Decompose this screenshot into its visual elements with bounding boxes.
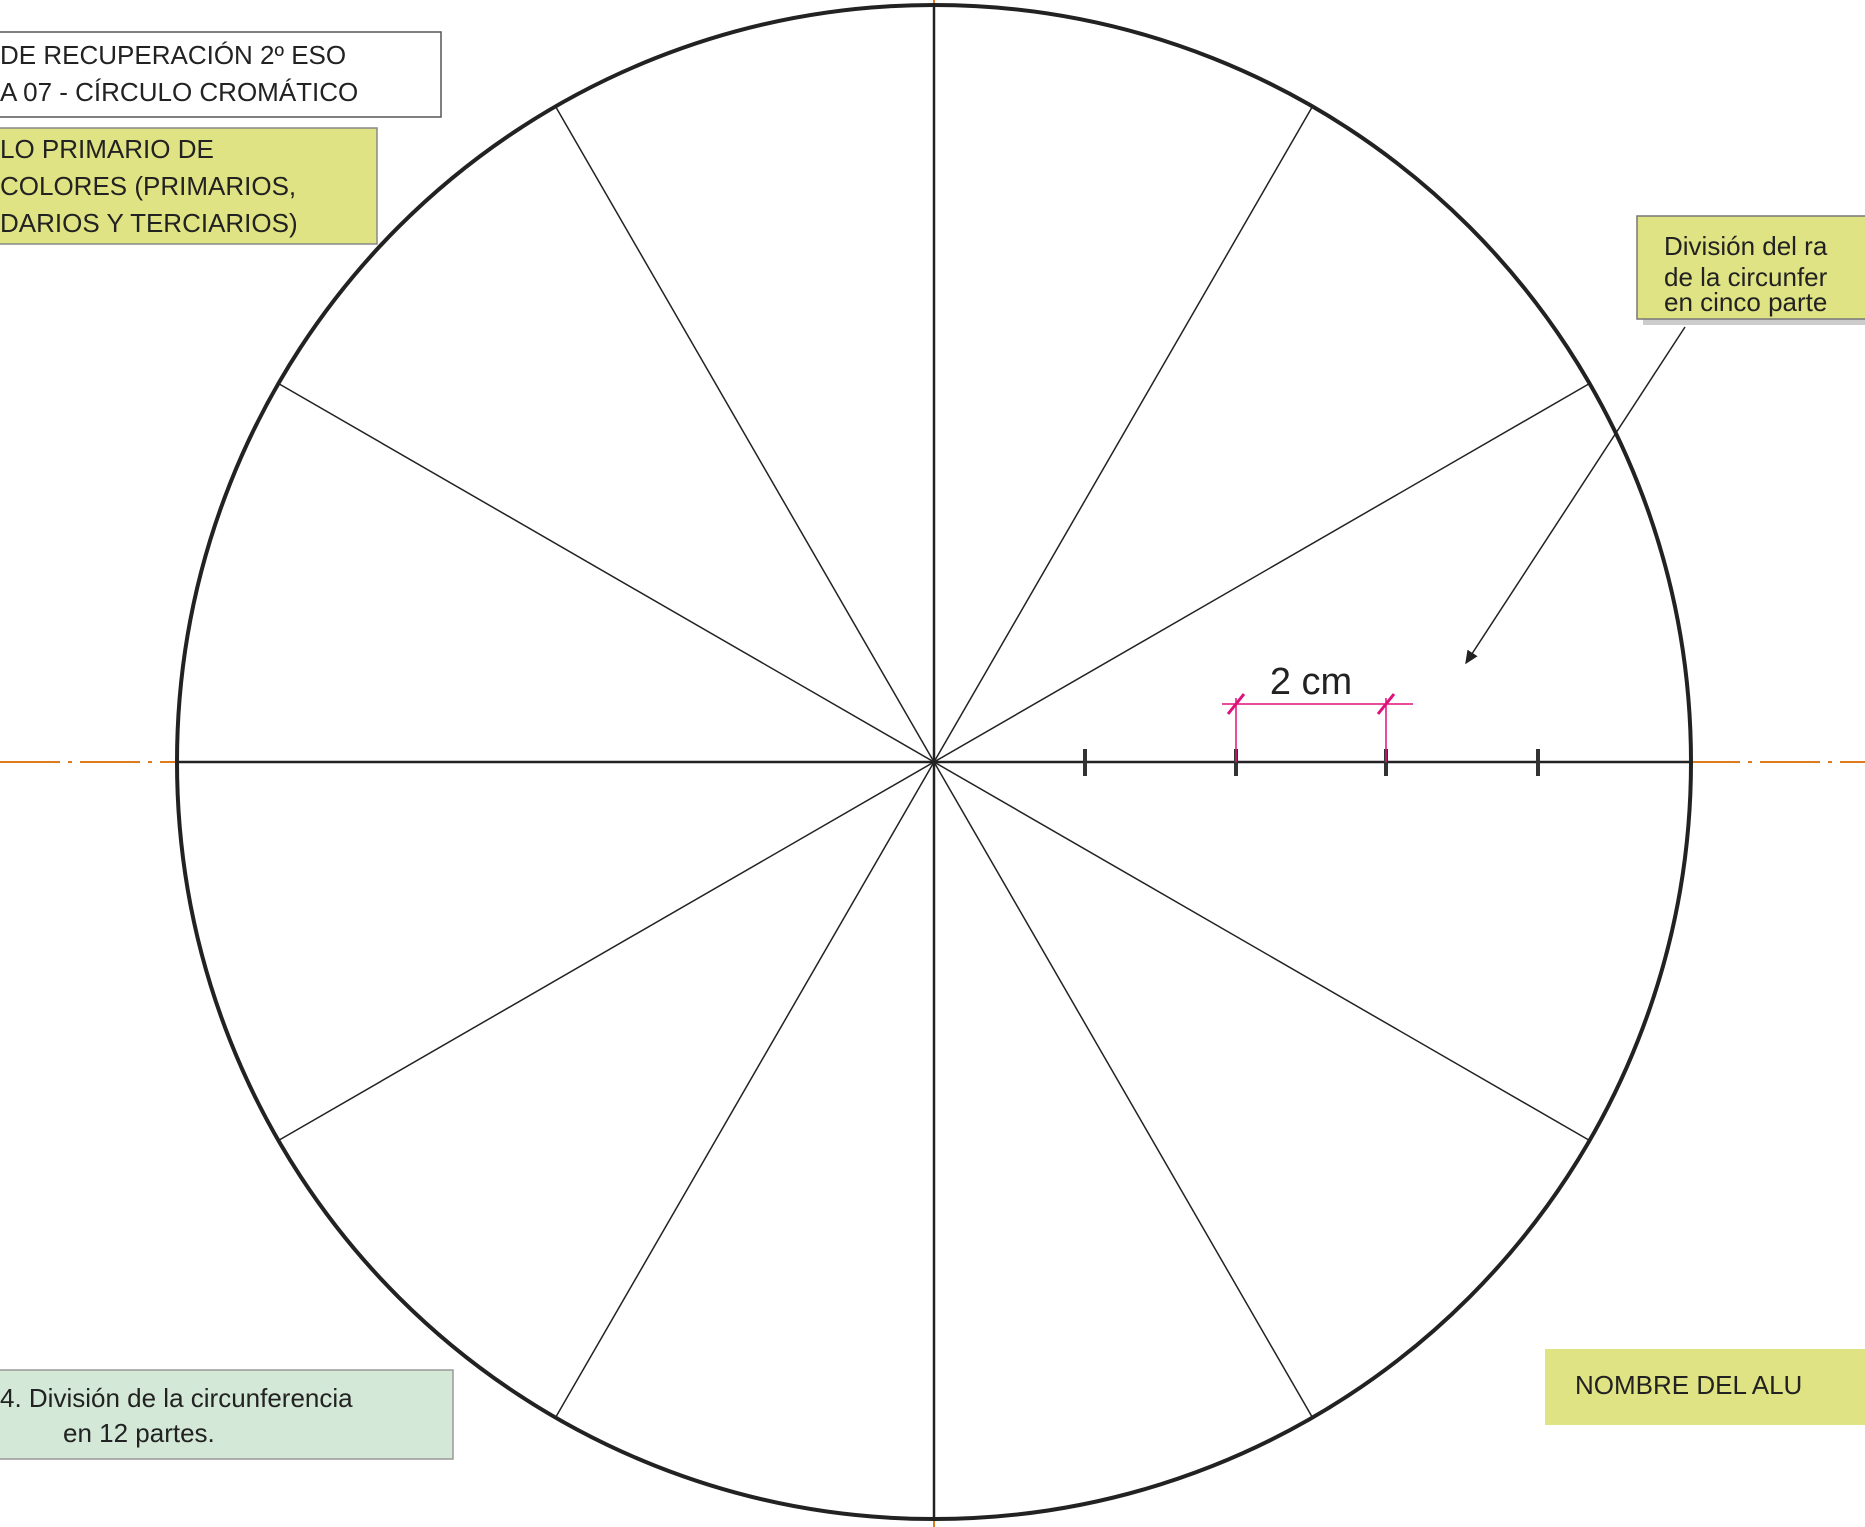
title-line: A 07 - CÍRCULO CROMÁTICO (0, 77, 358, 107)
step-line: en 12 partes. (63, 1418, 215, 1448)
task-line: DARIOS Y TERCIARIOS) (0, 208, 298, 238)
dimension-tick (1226, 693, 1246, 715)
task-line: COLORES (PRIMARIOS, (0, 171, 296, 201)
spoke (278, 382, 1590, 1142)
title-box (0, 31, 442, 118)
callout-box (1636, 215, 1865, 320)
student-name: NOMBRE DEL ALU (1575, 1370, 1802, 1400)
dimension-tick (1376, 693, 1396, 715)
callout-line: en cinco parte (1664, 287, 1827, 317)
title-line: DE RECUPERACIÓN 2º ESO (0, 40, 346, 70)
task-line: LO PRIMARIO DE (0, 134, 214, 164)
name-box (1545, 1349, 1865, 1425)
step-box (0, 1369, 454, 1460)
callout-line: de la circunfer (1664, 262, 1828, 292)
callout-arrow (1465, 326, 1686, 665)
task-box (0, 127, 378, 245)
spokes (177, 5, 1691, 1519)
step-line: 4. División de la circunferencia (0, 1383, 353, 1413)
dimension-label: 2 cm (1270, 661, 1352, 703)
dimension (1222, 693, 1413, 762)
callout-line: División del ra (1664, 231, 1828, 261)
